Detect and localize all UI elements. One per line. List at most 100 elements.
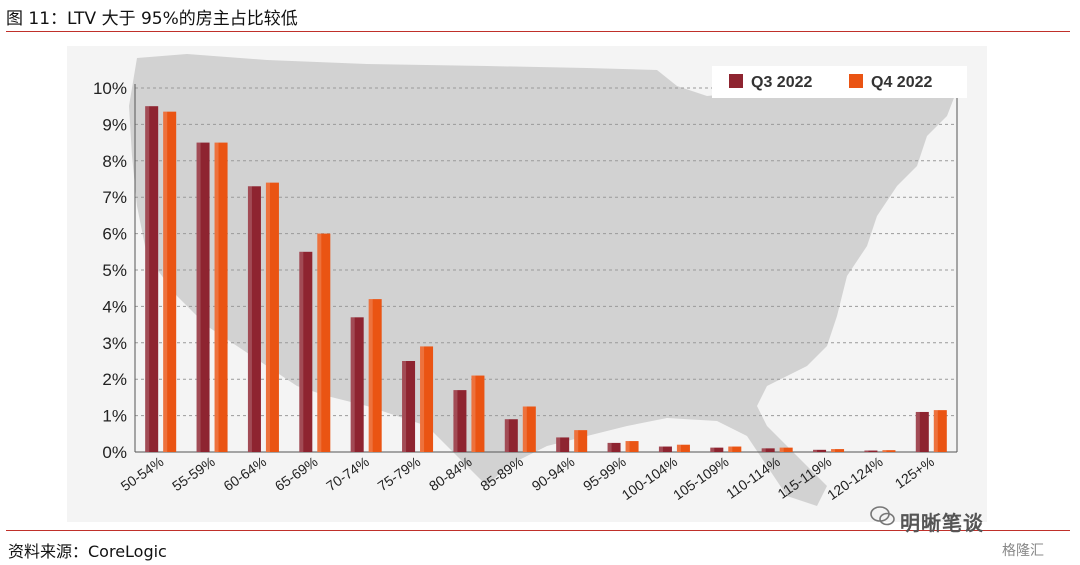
bar-q4 — [933, 410, 947, 452]
bar-q4 — [368, 299, 382, 452]
y-tick-label: 2% — [102, 370, 127, 389]
legend-label-q3: Q3 2022 — [751, 74, 812, 91]
legend: Q3 2022 Q4 2022 — [712, 66, 967, 98]
bar-q3 — [813, 449, 827, 452]
y-tick-label: 6% — [102, 225, 127, 244]
bar-q4 — [265, 182, 279, 452]
bar-q4 — [522, 406, 536, 452]
bar-q3 — [607, 442, 621, 452]
bar-q4 — [831, 449, 845, 452]
source-note: 资料来源：CoreLogic — [8, 542, 167, 561]
x-tick-label: 110-114% — [723, 453, 783, 502]
bar-q4 — [420, 346, 434, 452]
bar-q3 — [247, 186, 261, 452]
y-tick-label: 9% — [102, 115, 127, 134]
bar-highlight — [625, 441, 630, 452]
bar-q3 — [710, 447, 724, 452]
chart-container: 0% 1% 2% 3% 4% 5% 6% 7% 8% 9% 10% 50-54% 55-59% 60-6… — [67, 46, 987, 522]
bar-highlight — [779, 447, 784, 452]
bar-highlight — [676, 444, 681, 452]
bar-q3 — [761, 448, 775, 452]
x-tick-label: 125+% — [892, 453, 937, 491]
x-tick-label: 75-79% — [375, 453, 424, 494]
bar-series — [145, 106, 947, 452]
bar-highlight — [607, 442, 612, 452]
bar-q3 — [196, 142, 210, 452]
legend-label-q4: Q4 2022 — [871, 74, 932, 91]
bar-q3 — [402, 361, 416, 452]
y-tick-label: 0% — [102, 443, 127, 462]
y-tick-label: 7% — [102, 188, 127, 207]
bar-highlight — [420, 346, 425, 452]
y-tick-label: 10% — [93, 79, 127, 98]
bar-q3 — [658, 446, 672, 452]
bar-highlight — [882, 450, 887, 452]
bar-highlight — [710, 447, 715, 452]
bar-highlight — [350, 317, 355, 452]
bar-highlight — [556, 437, 561, 452]
bar-q4 — [163, 111, 177, 452]
bar-highlight — [504, 419, 509, 452]
bar-highlight — [145, 106, 150, 452]
bar-highlight — [915, 411, 920, 452]
bar-highlight — [247, 186, 252, 452]
x-tick-label: 120-124% — [824, 453, 885, 503]
bar-q3 — [915, 411, 929, 452]
bar-q3 — [504, 419, 518, 452]
bar-highlight — [471, 375, 476, 452]
bar-q4 — [882, 450, 896, 452]
brand-logo-text: 格隆汇 — [1002, 543, 1044, 559]
source-rule — [6, 530, 1070, 531]
y-axis-ticks: 0% 1% 2% 3% 4% 5% 6% 7% 8% 9% 10% — [93, 79, 127, 462]
bar-q3 — [556, 437, 570, 452]
watermark-text: 明晰笔谈 — [900, 511, 984, 535]
bar-highlight — [574, 430, 579, 452]
ltv-bar-chart: 0%1%2%3%4%5%6%7%8%9%10% 50-54% 55-59% 60-6… — [93, 54, 967, 506]
bar-highlight — [658, 446, 663, 452]
bar-highlight — [933, 410, 938, 452]
bar-q3 — [350, 317, 364, 452]
y-tick-label: 5% — [102, 261, 127, 280]
bar-q3 — [864, 450, 878, 452]
legend-background — [712, 66, 967, 98]
x-tick-label: 65-69% — [272, 453, 321, 494]
x-tick-label: 80-84% — [426, 453, 475, 494]
bar-q4 — [471, 375, 485, 452]
bar-q4 — [676, 444, 690, 452]
x-tick-label: 90-94% — [529, 453, 578, 494]
figure-title: 图 11：LTV 大于 95%的房主占比较低 — [6, 9, 298, 29]
bar-q4 — [214, 142, 228, 452]
bar-q3 — [453, 390, 467, 452]
y-tick-label: 3% — [102, 334, 127, 353]
x-tick-label: 55-59% — [169, 453, 218, 494]
y-tick-label: 4% — [102, 297, 127, 316]
legend-swatch-q3 — [729, 74, 743, 88]
bar-highlight — [761, 448, 766, 452]
bar-highlight — [163, 111, 168, 452]
bar-highlight — [402, 361, 407, 452]
bar-q4 — [317, 233, 331, 452]
bar-q4 — [625, 441, 639, 452]
us-map-background — [129, 54, 957, 506]
y-tick-label: 8% — [102, 152, 127, 171]
bar-q3 — [299, 251, 313, 452]
bar-highlight — [813, 449, 818, 452]
bar-highlight — [368, 299, 373, 452]
bar-q4 — [574, 430, 588, 452]
bar-highlight — [214, 142, 219, 452]
bar-highlight — [265, 182, 270, 452]
x-tick-label: 105-109% — [670, 453, 731, 503]
bar-q4 — [779, 447, 793, 452]
x-tick-label: 60-64% — [220, 453, 269, 494]
bar-highlight — [728, 446, 733, 452]
bar-q3 — [145, 106, 159, 452]
wechat-icon — [870, 506, 895, 526]
bar-highlight — [317, 233, 322, 452]
x-tick-label: 70-74% — [323, 453, 372, 494]
bar-highlight — [864, 450, 869, 452]
x-tick-label: 100-104% — [619, 453, 680, 503]
legend-swatch-q4 — [849, 74, 863, 88]
bar-highlight — [453, 390, 458, 452]
bar-highlight — [831, 449, 836, 452]
title-rule — [6, 31, 1070, 32]
